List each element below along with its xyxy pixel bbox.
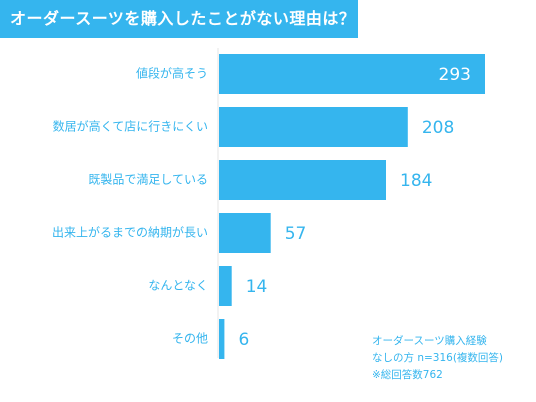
bar	[219, 54, 485, 94]
bar	[219, 319, 225, 359]
category-label: その他	[172, 332, 208, 346]
category-label: なんとなく	[148, 279, 208, 293]
chart-title: オーダースーツを購入したことがない理由は？	[0, 0, 358, 38]
data-label: 14	[246, 277, 268, 297]
bar	[219, 266, 232, 306]
category-label: 値段が高そう	[136, 66, 208, 81]
data-label: 57	[285, 224, 307, 244]
category-label: 数居が高くて店に行きにくい	[53, 119, 208, 134]
bar	[219, 160, 386, 200]
data-label: 6	[238, 330, 249, 350]
note-line-2: なしの方 n=316(複数回答)	[372, 352, 504, 364]
category-label: 出来上がるまでの納期が長い	[52, 225, 208, 240]
bar	[219, 107, 408, 147]
data-label: 184	[400, 171, 432, 191]
data-label: 208	[422, 118, 454, 138]
sample-note: オーダースーツ購入経験 なしの方 n=316(複数回答) ※総回答数762	[372, 333, 503, 384]
note-line-1: オーダースーツ購入経験	[372, 335, 487, 347]
data-label: 293	[439, 65, 471, 85]
note-line-3: ※総回答数762	[372, 369, 443, 381]
bar	[219, 213, 271, 253]
category-label: 既製品で満足している	[88, 173, 208, 187]
